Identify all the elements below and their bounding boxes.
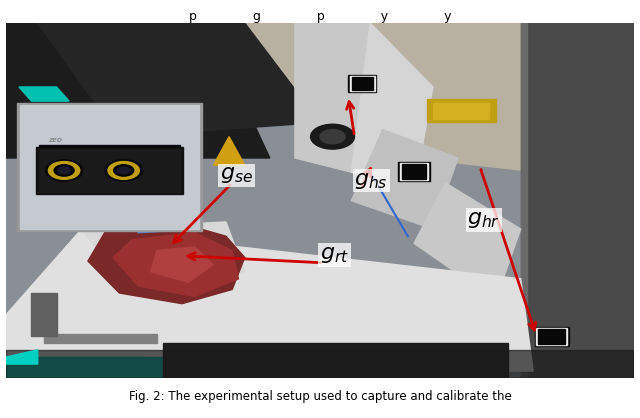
Polygon shape (6, 350, 38, 364)
Bar (6, 357, 163, 378)
Text: Fig. 2: The experimental setup used to capture and calibrate the: Fig. 2: The experimental setup used to c… (129, 390, 511, 403)
Polygon shape (414, 183, 521, 300)
Bar (398, 161, 430, 181)
Bar (6, 325, 163, 378)
Circle shape (45, 160, 83, 181)
Polygon shape (6, 23, 270, 158)
Bar (6, 350, 634, 378)
Bar (534, 327, 569, 346)
Polygon shape (88, 222, 244, 303)
Polygon shape (82, 222, 244, 279)
Bar (400, 163, 428, 180)
Circle shape (49, 162, 80, 179)
Bar (536, 328, 567, 345)
Bar (44, 334, 157, 343)
Circle shape (54, 165, 74, 176)
Circle shape (114, 165, 134, 176)
Polygon shape (295, 23, 370, 172)
Bar (348, 74, 376, 92)
Bar (17, 103, 202, 231)
Circle shape (310, 124, 355, 149)
Text: $g_{hs}$: $g_{hs}$ (355, 171, 388, 191)
Polygon shape (19, 87, 69, 101)
Polygon shape (113, 232, 239, 297)
Bar (433, 103, 490, 119)
Bar (402, 164, 426, 179)
Polygon shape (351, 23, 433, 194)
Bar (427, 99, 495, 122)
Polygon shape (351, 130, 458, 229)
Text: ZED: ZED (49, 138, 63, 143)
Bar (163, 343, 508, 378)
Bar (538, 329, 565, 344)
Text: p              g              p              y              y: p g p y y (189, 10, 451, 23)
Bar (521, 23, 527, 378)
Circle shape (117, 167, 130, 174)
Bar (31, 293, 56, 336)
Bar (20, 104, 199, 229)
Circle shape (108, 162, 140, 179)
Bar (39, 145, 180, 147)
Polygon shape (6, 357, 145, 378)
Polygon shape (38, 23, 320, 137)
Bar (521, 23, 634, 378)
Circle shape (320, 130, 345, 144)
Polygon shape (31, 108, 94, 122)
Polygon shape (244, 23, 634, 183)
Text: $g_{rt}$: $g_{rt}$ (320, 245, 349, 265)
Polygon shape (213, 137, 244, 165)
Bar (36, 147, 183, 194)
Text: $g_{hr}$: $g_{hr}$ (467, 210, 500, 230)
Polygon shape (150, 247, 213, 283)
Text: $g_{se}$: $g_{se}$ (220, 166, 253, 185)
Circle shape (105, 160, 143, 181)
Polygon shape (6, 229, 533, 371)
Bar (350, 76, 374, 91)
Bar (352, 76, 372, 90)
Bar (39, 149, 180, 192)
Circle shape (58, 167, 70, 174)
